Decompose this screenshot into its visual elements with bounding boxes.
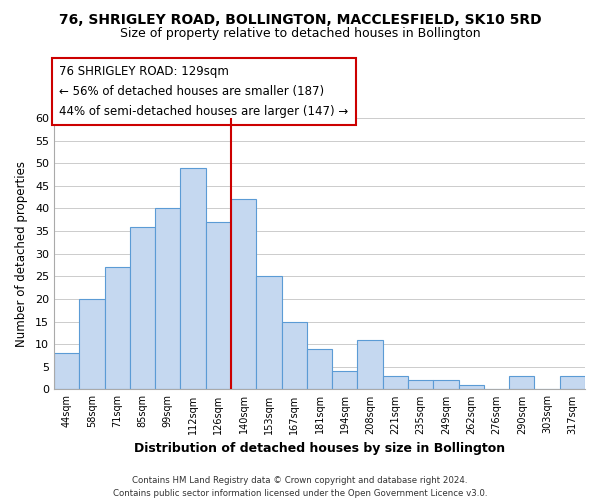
X-axis label: Distribution of detached houses by size in Bollington: Distribution of detached houses by size … — [134, 442, 505, 455]
Bar — [206, 222, 231, 390]
Bar — [256, 276, 281, 390]
Bar — [560, 376, 585, 390]
Bar — [358, 340, 383, 390]
Bar — [433, 380, 458, 390]
Bar — [458, 385, 484, 390]
Text: 76, SHRIGLEY ROAD, BOLLINGTON, MACCLESFIELD, SK10 5RD: 76, SHRIGLEY ROAD, BOLLINGTON, MACCLESFI… — [59, 12, 541, 26]
Bar — [231, 200, 256, 390]
Text: Contains HM Land Registry data © Crown copyright and database right 2024.
Contai: Contains HM Land Registry data © Crown c… — [113, 476, 487, 498]
Text: 76 SHRIGLEY ROAD: 129sqm
← 56% of detached houses are smaller (187)
44% of semi-: 76 SHRIGLEY ROAD: 129sqm ← 56% of detach… — [59, 65, 349, 118]
Bar — [155, 208, 181, 390]
Text: Size of property relative to detached houses in Bollington: Size of property relative to detached ho… — [119, 28, 481, 40]
Bar — [130, 226, 155, 390]
Bar — [281, 322, 307, 390]
Bar — [181, 168, 206, 390]
Bar — [54, 353, 79, 390]
Bar — [383, 376, 408, 390]
Y-axis label: Number of detached properties: Number of detached properties — [15, 160, 28, 346]
Bar — [104, 268, 130, 390]
Bar — [408, 380, 433, 390]
Bar — [307, 348, 332, 390]
Bar — [332, 372, 358, 390]
Bar — [509, 376, 535, 390]
Bar — [79, 299, 104, 390]
